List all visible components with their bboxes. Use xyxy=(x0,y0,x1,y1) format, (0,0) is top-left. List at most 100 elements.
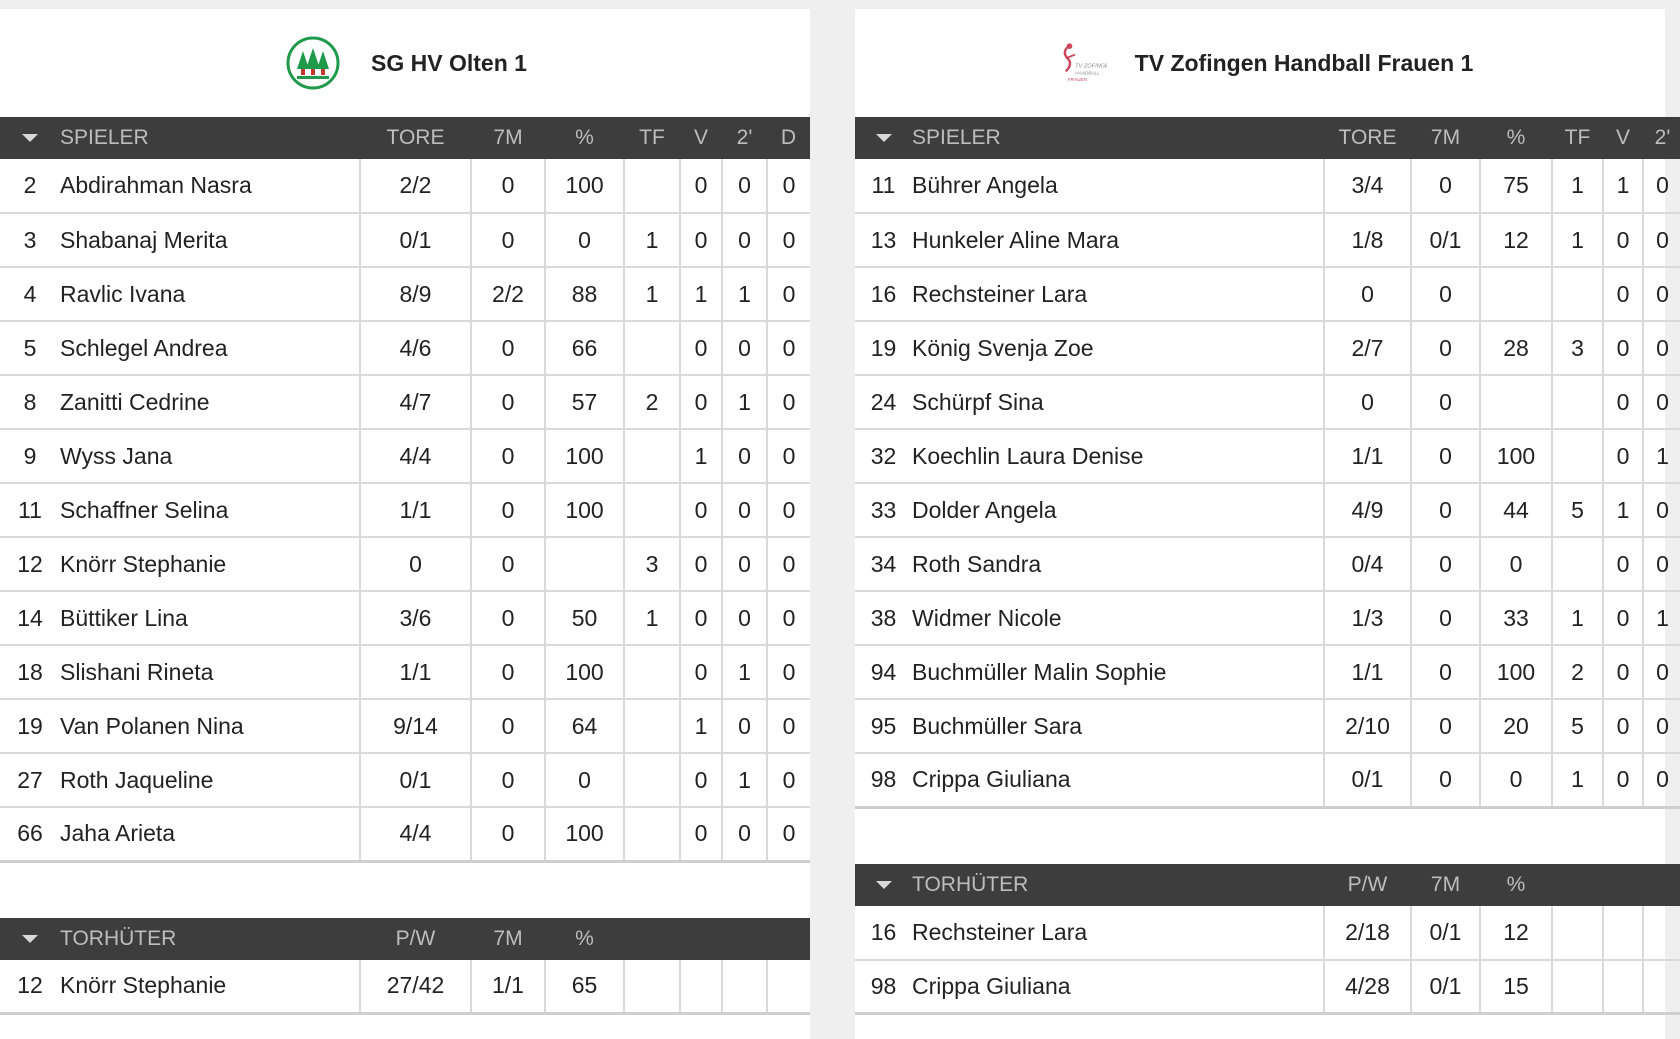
cell-number: 33 xyxy=(855,483,912,538)
col-header-spieler[interactable]: SPIELER xyxy=(60,126,149,149)
table-row[interactable]: 98 Crippa Giuliana 4/28 0/1 15 xyxy=(855,959,1680,1015)
col-header-7m[interactable]: 7M xyxy=(493,926,523,950)
cell-v: 0 xyxy=(1603,699,1644,754)
col-header-pct[interactable]: % xyxy=(1506,126,1526,149)
cell-number: 11 xyxy=(0,483,60,538)
cell-number: 13 xyxy=(855,213,912,268)
cell-v: 1 xyxy=(1603,159,1644,214)
team-logo: TV ZOFINGEN HANDBALL FRAUEN xyxy=(1047,33,1107,93)
table-row[interactable]: 27 Roth Jaqueline 0/1 0 0 0 1 0 xyxy=(0,753,810,808)
players-table: SPIELER TORE 7M % TF V 2' D 2 Abdirahman … xyxy=(0,117,810,863)
col-header-2min[interactable]: 2' xyxy=(1654,126,1671,149)
cell-tf xyxy=(624,159,681,214)
table-row[interactable]: 14 Büttiker Lina 3/6 0 50 1 0 0 0 xyxy=(0,591,810,646)
col-header-pct[interactable]: % xyxy=(575,126,594,149)
table-row[interactable]: 9 Wyss Jana 4/4 0 100 1 0 0 xyxy=(0,429,810,484)
table-row[interactable]: 2 Abdirahman Nasra 2/2 0 100 0 0 0 xyxy=(0,159,810,214)
cell-2min: 1 xyxy=(1643,429,1680,484)
col-header-torhueter[interactable]: TORHÜTER xyxy=(912,872,1029,896)
cell-tf xyxy=(1552,537,1604,592)
cell-tf: 1 xyxy=(1552,753,1604,809)
cell-2min: 0 xyxy=(722,483,768,538)
table-row[interactable]: 12 Knörr Stephanie 27/42 1/1 65 xyxy=(0,959,810,1015)
cell-tf: 1 xyxy=(1552,591,1604,646)
table-row[interactable]: 4 Ravlic Ivana 8/9 2/2 88 1 1 1 0 xyxy=(0,267,810,322)
table-row[interactable]: 18 Slishani Rineta 1/1 0 100 0 1 0 xyxy=(0,645,810,700)
cell-number: 18 xyxy=(0,645,60,700)
col-header-pw[interactable]: P/W xyxy=(395,926,436,950)
col-header-v[interactable]: V xyxy=(1615,126,1630,149)
cell-pct: 65 xyxy=(545,959,625,1015)
collapse-toggle[interactable] xyxy=(855,864,912,906)
cell-v: 0 xyxy=(680,321,723,376)
cell-d: 0 xyxy=(767,267,810,322)
table-row[interactable]: 3 Shabanaj Merita 0/1 0 0 1 0 0 0 xyxy=(0,213,810,268)
cell-7m: 0 xyxy=(471,213,546,268)
col-header-tf[interactable]: TF xyxy=(639,126,665,149)
col-header-v[interactable]: V xyxy=(693,126,708,149)
cell-number: 8 xyxy=(0,375,60,430)
cell-v: 0 xyxy=(1603,753,1644,809)
col-header-d[interactable]: D xyxy=(780,126,797,149)
table-row[interactable]: 12 Knörr Stephanie 0 0 3 0 0 0 xyxy=(0,537,810,592)
col-header-7m[interactable]: 7M xyxy=(1430,872,1461,896)
col-header-7m[interactable]: 7M xyxy=(1430,126,1461,149)
cell-number: 19 xyxy=(0,699,60,754)
cell-tore: 1/3 xyxy=(1324,591,1412,646)
table-row[interactable]: 19 Van Polanen Nina 9/14 0 64 1 0 0 xyxy=(0,699,810,754)
table-row[interactable]: 16 Rechsteiner Lara 2/18 0/1 12 xyxy=(855,905,1680,961)
cell-tf: 1 xyxy=(1552,213,1604,268)
cell-empty xyxy=(680,959,723,1015)
keepers-body: 16 Rechsteiner Lara 2/18 0/1 12 98 Crippa Giul… xyxy=(855,905,1680,1015)
col-header-7m[interactable]: 7M xyxy=(493,126,523,149)
cell-player-name: Schlegel Andrea xyxy=(60,321,361,376)
cell-player-name: Shabanaj Merita xyxy=(60,213,361,268)
cell-pct: 15 xyxy=(1480,959,1553,1015)
table-row[interactable]: 5 Schlegel Andrea 4/6 0 66 0 0 0 xyxy=(0,321,810,376)
col-header-tore[interactable]: TORE xyxy=(1338,126,1397,149)
cell-2min: 0 xyxy=(1643,321,1680,376)
cell-number: 66 xyxy=(0,807,60,863)
cell-player-name: Roth Sandra xyxy=(912,537,1325,592)
col-header-tf[interactable]: TF xyxy=(1564,126,1591,149)
cell-pct: 0 xyxy=(1480,537,1553,592)
cell-d: 0 xyxy=(767,807,810,863)
col-header-2min[interactable]: 2' xyxy=(736,126,753,149)
table-row[interactable]: 66 Jaha Arieta 4/4 0 100 0 0 0 xyxy=(0,807,810,863)
col-header-pct[interactable]: % xyxy=(1506,872,1526,896)
col-header-pw[interactable]: P/W xyxy=(1347,872,1388,896)
col-header-tore[interactable]: TORE xyxy=(386,126,445,149)
cell-d: 0 xyxy=(767,483,810,538)
cell-7m: 0 xyxy=(1411,537,1481,592)
cell-pct: 66 xyxy=(545,321,625,376)
cell-2min: 1 xyxy=(722,267,768,322)
table-row[interactable]: 11 Schaffner Selina 1/1 0 100 0 0 0 xyxy=(0,483,810,538)
table-row[interactable]: 8 Zanitti Cedrine 4/7 0 57 2 0 1 0 xyxy=(0,375,810,430)
cell-2min: 0 xyxy=(722,429,768,484)
collapse-toggle[interactable] xyxy=(855,117,912,159)
cell-tf xyxy=(1552,375,1604,430)
col-header-spieler[interactable]: SPIELER xyxy=(912,126,1001,149)
svg-text:FRAUEN: FRAUEN xyxy=(1067,77,1087,82)
cell-pct: 100 xyxy=(1480,645,1553,700)
collapse-toggle[interactable] xyxy=(0,918,60,960)
cell-number: 94 xyxy=(855,645,912,700)
collapse-toggle[interactable] xyxy=(0,117,60,159)
svg-text:HANDBALL: HANDBALL xyxy=(1075,70,1100,75)
col-header-pct[interactable]: % xyxy=(575,926,594,950)
col-header-torhueter[interactable]: TORHÜTER xyxy=(60,926,177,950)
